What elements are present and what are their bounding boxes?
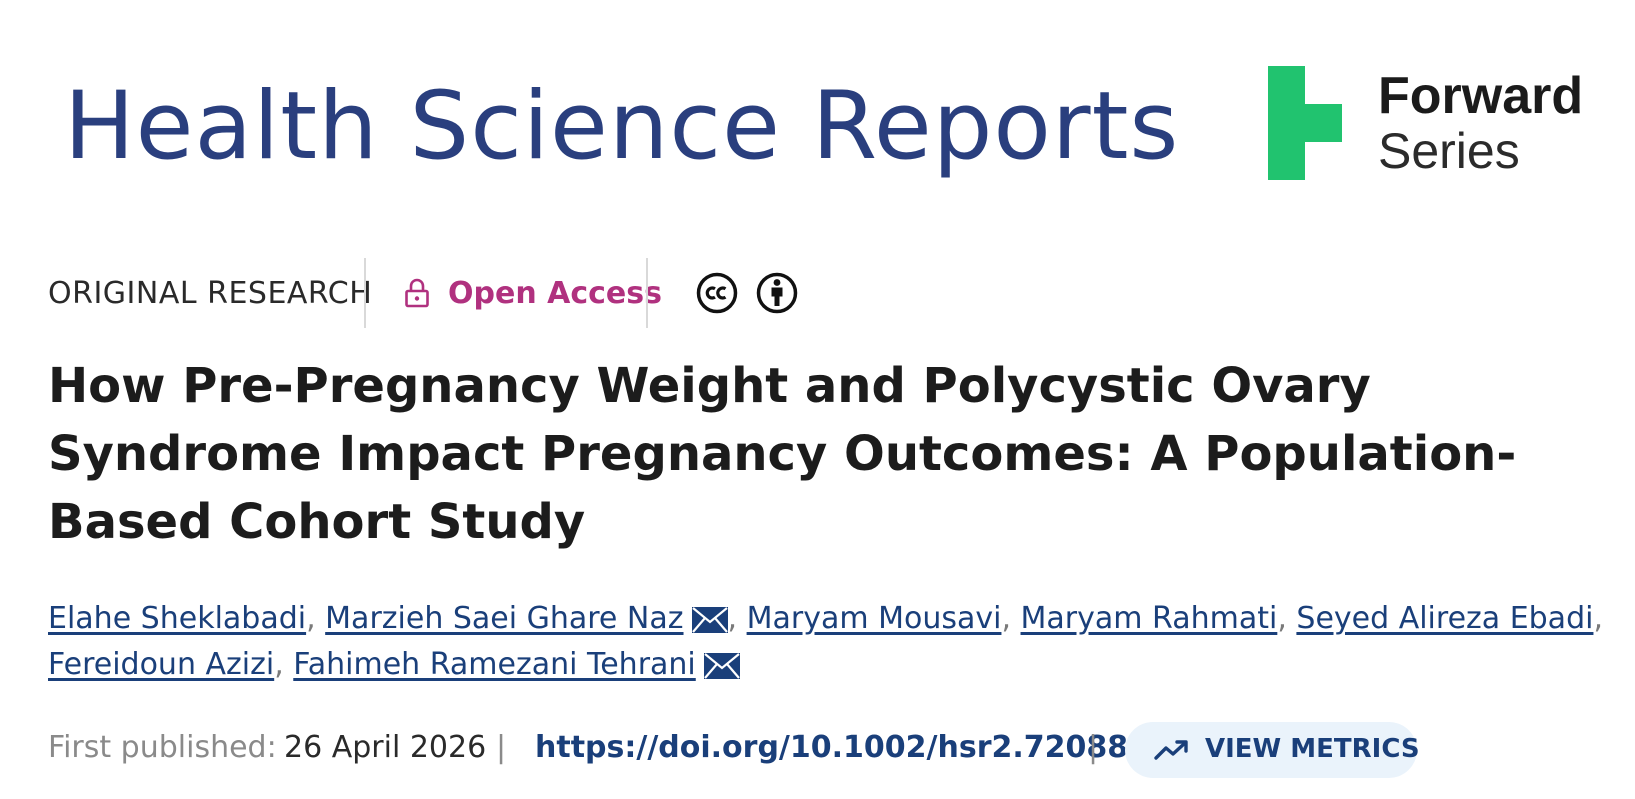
by-attribution-icon[interactable] <box>756 272 798 314</box>
author-link[interactable]: Maryam Mousavi <box>746 601 1002 636</box>
author-link[interactable]: Elahe Sheklabadi <box>48 601 307 636</box>
view-metrics-label: VIEW METRICS <box>1205 734 1420 764</box>
meta-divider <box>646 258 648 328</box>
author-separator: , <box>1001 601 1021 636</box>
first-published-label: First published: <box>48 730 277 765</box>
forward-series-word-forward: Forward <box>1378 67 1584 125</box>
pipe-separator: | <box>1088 730 1099 765</box>
author-link[interactable]: Seyed Alireza Ebadi <box>1296 601 1594 636</box>
author-link[interactable]: Marzieh Saei Ghare Naz <box>325 601 684 636</box>
author-separator: , <box>1277 601 1297 636</box>
envelope-icon[interactable] <box>703 653 740 679</box>
journal-title: Health Science Reports <box>64 72 1180 181</box>
article-type: ORIGINAL RESEARCH <box>48 276 373 311</box>
forward-series-logo[interactable]: Forward Series <box>1268 66 1608 184</box>
author-list: Elahe Sheklabadi, Marzieh Saei Ghare Naz… <box>48 596 1608 688</box>
publication-date: 26 April 2026 <box>284 730 487 765</box>
journal-banner: Health Science Reports Forward Series <box>0 0 1635 210</box>
article-meta-row: ORIGINAL RESEARCH Open Access <box>48 258 1048 330</box>
cc-icon[interactable] <box>696 272 738 314</box>
envelope-icon[interactable] <box>691 607 728 633</box>
author-link[interactable]: Fahimeh Ramezani Tehrani <box>293 647 696 682</box>
author-separator: , <box>274 647 294 682</box>
view-metrics-button[interactable]: VIEW METRICS <box>1125 722 1420 778</box>
author-separator: , <box>306 601 326 636</box>
author-link[interactable]: Maryam Rahmati <box>1020 601 1278 636</box>
doi-link[interactable]: https://doi.org/10.1002/hsr2.72088 <box>535 730 1129 765</box>
lock-icon <box>405 278 429 308</box>
open-access-label: Open Access <box>448 276 662 311</box>
publication-row: First published: 26 April 2026 | https:/… <box>48 722 1608 778</box>
author-separator: , <box>727 601 747 636</box>
meta-divider <box>364 258 366 328</box>
journal-logo[interactable]: Health Science Reports <box>48 62 1178 194</box>
author-separator: , <box>1593 601 1603 636</box>
forward-series-mark-icon <box>1268 66 1342 180</box>
pipe-separator: | <box>496 730 507 765</box>
author-link[interactable]: Fereidoun Azizi <box>48 647 275 682</box>
article-title: How Pre-Pregnancy Weight and Polycystic … <box>48 358 1517 550</box>
trending-up-icon <box>1154 740 1188 760</box>
forward-series-word-series: Series <box>1378 123 1520 179</box>
